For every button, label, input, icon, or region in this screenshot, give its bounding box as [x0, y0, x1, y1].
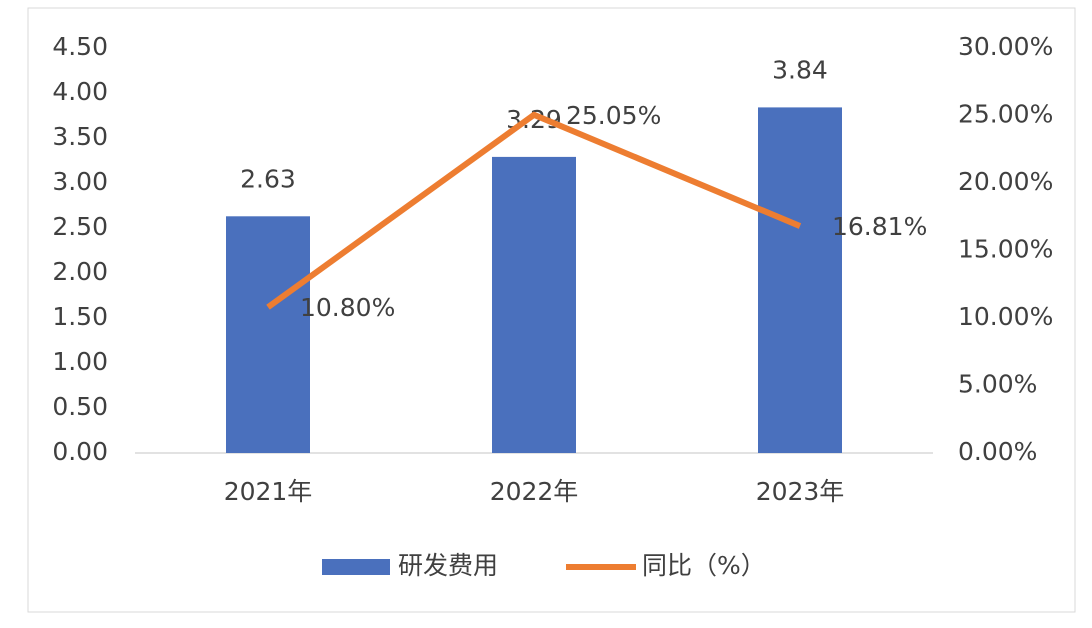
- legend-label: 研发费用: [398, 551, 498, 580]
- bar: [226, 216, 310, 453]
- bar: [758, 107, 842, 454]
- legend-label: 同比（%）: [642, 551, 766, 580]
- bar-value-label: 3.84: [772, 55, 828, 84]
- y2-tick-label: 10.00%: [958, 302, 1053, 331]
- y2-tick-label: 25.00%: [958, 100, 1053, 129]
- y2-tick-label: 30.00%: [958, 32, 1053, 61]
- x-tick-label: 2022年: [490, 477, 579, 506]
- line-value-label: 16.81%: [832, 212, 927, 241]
- y-tick-label: 0.50: [52, 392, 108, 421]
- y-tick-label: 1.50: [52, 302, 108, 331]
- bar: [492, 156, 576, 453]
- x-tick-label: 2021年: [224, 477, 313, 506]
- legend-swatch: [322, 559, 390, 575]
- y-tick-label: 0.00: [52, 437, 108, 466]
- y-tick-label: 4.00: [52, 77, 108, 106]
- y2-tick-label: 0.00%: [958, 437, 1037, 466]
- line-value-label: 10.80%: [300, 293, 395, 322]
- y-tick-label: 4.50: [52, 32, 108, 61]
- line: [266, 111, 802, 310]
- y-tick-label: 3.50: [52, 122, 108, 151]
- y2-tick-label: 15.00%: [958, 235, 1053, 264]
- y-tick-label: 3.00: [52, 167, 108, 196]
- y-tick-label: 2.50: [52, 212, 108, 241]
- bar-value-label: 2.63: [240, 164, 296, 193]
- y2-tick-label: 20.00%: [958, 167, 1053, 196]
- line-value-label: 25.05%: [566, 101, 661, 130]
- y-tick-label: 1.00: [52, 347, 108, 376]
- y2-tick-label: 5.00%: [958, 370, 1037, 399]
- x-tick-label: 2023年: [756, 477, 845, 506]
- y-tick-label: 2.00: [52, 257, 108, 286]
